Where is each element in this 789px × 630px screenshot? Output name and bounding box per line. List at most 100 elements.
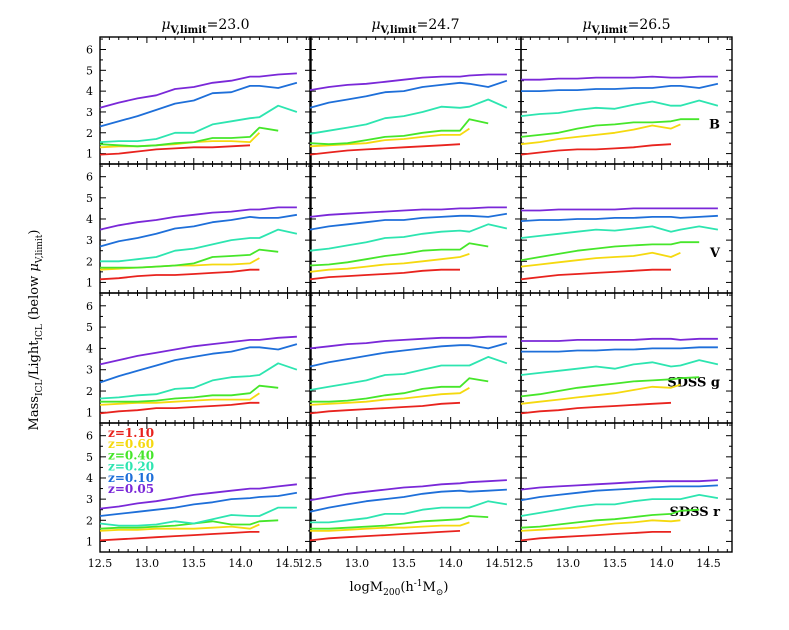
series-line-z=0.40 (309, 118, 489, 146)
series-line-z=1.10 (520, 268, 671, 281)
series-line-z=0.10 (521, 346, 718, 353)
x-tick-label: 14.0 (649, 557, 674, 570)
series-line-z=0.05 (520, 479, 718, 491)
x-tick-label: 13.0 (135, 557, 160, 570)
series-line-z=0.20 (99, 104, 298, 143)
y-tick-label: 4 (86, 472, 93, 485)
y-tick-label: 2 (86, 127, 93, 140)
band-label: SDSS g (667, 376, 720, 391)
series-line-z=0.10 (309, 342, 508, 368)
series-line-z=0.40 (520, 241, 700, 262)
series-line-z=0.40 (100, 248, 279, 269)
series-line-z=0.40 (520, 508, 700, 529)
series-line-z=0.40 (99, 126, 279, 148)
series-line-z=1.10 (309, 143, 461, 156)
series-line-z=0.10 (99, 491, 298, 517)
series-line-z=0.60 (520, 519, 681, 532)
panel-frame (520, 292, 733, 424)
band-label: B (709, 117, 720, 132)
series-line-z=1.10 (520, 143, 672, 156)
panel-3-3: SDSS g (520, 292, 733, 424)
panel-2-3: V (520, 163, 733, 294)
x-axis-label: logM200(h-1M⊙) (350, 579, 449, 598)
y-tick-label: 1 (86, 276, 93, 289)
x-tick-label: 12.5 (298, 557, 323, 570)
panel-4-3: 12.5 13.0 13.5 14.0 14.5 SDSS r (509, 422, 733, 570)
series-line-z=1.10 (99, 268, 260, 281)
series-line-z=1.10 (309, 530, 461, 542)
series-line-z=0.10 (99, 213, 298, 248)
x-axis-label-part: (h (400, 580, 414, 595)
series-line-z=1.10 (520, 531, 671, 542)
y-axis-label-part: ) (27, 230, 42, 235)
x-tick-label: 12.5 (509, 557, 534, 570)
series-line-z=0.10 (99, 343, 298, 384)
column-title-mu: μ (371, 17, 380, 33)
y-tick-label: 3 (86, 364, 93, 377)
series-line-z=1.10 (99, 531, 260, 542)
y-axis-label-part: ICL (35, 380, 45, 396)
y-tick-label: 6 (86, 430, 93, 443)
y-tick-label: 6 (86, 300, 93, 313)
y-axis-label-part: V,limit (35, 234, 45, 264)
x-tick-label: 13.0 (556, 557, 581, 570)
panel-3-2 (309, 292, 522, 424)
series-line-z=0.20 (99, 506, 297, 527)
x-axis-label-part: 200 (383, 588, 400, 598)
column-titles: μV,limit=23.0 μV,limit=24.7 μV,limit=26.5 (161, 17, 670, 36)
x-tick-label: 14.5 (275, 557, 300, 570)
y-axis-label-part: /Light (27, 340, 42, 380)
column-title-mu: μ (582, 17, 591, 33)
x-tick-label: 13.5 (603, 557, 628, 570)
column-title: μV,limit=24.7 (371, 17, 459, 36)
y-tick-label: 4 (86, 213, 93, 226)
series-line-z=0.05 (521, 337, 718, 342)
series-line-z=0.60 (99, 392, 260, 406)
y-tick-label: 5 (86, 64, 93, 77)
series-line-z=1.10 (309, 268, 460, 281)
series-line-z=0.60 (310, 521, 470, 532)
series-line-z=1.10 (309, 401, 461, 415)
x-axis-label-part: -1 (414, 579, 423, 589)
y-tick-label: 1 (86, 406, 93, 419)
series-line-z=0.05 (309, 335, 507, 350)
legend-entry: z=0.60 (108, 437, 154, 451)
series-line-z=0.05 (309, 479, 507, 502)
column-title: μV,limit=23.0 (161, 17, 249, 36)
x-tick-label: 12.5 (88, 557, 113, 570)
panel-2-1: 1 2 3 4 5 6 (86, 163, 312, 294)
series-line-z=0.40 (309, 242, 489, 267)
y-tick-label: 3 (86, 106, 93, 119)
column-title-value: =24.7 (417, 17, 460, 33)
series-line-z=0.20 (520, 493, 719, 517)
legend-entry: z=0.10 (108, 471, 154, 485)
series-line-z=1.10 (99, 144, 251, 156)
legend-entry: z=1.10 (108, 426, 154, 440)
series-line-z=0.20 (520, 99, 719, 117)
series-line-z=0.40 (310, 515, 489, 530)
series-line-z=0.20 (309, 98, 508, 135)
band-label: SDSS r (669, 505, 720, 520)
y-axis-label-part: μ (27, 263, 42, 271)
panel-2-2 (309, 163, 522, 294)
column-title-value: =23.0 (207, 17, 250, 33)
series-line-z=0.20 (310, 500, 508, 524)
x-tick-label: 14.5 (485, 557, 510, 570)
x-axis-label-part: M (423, 580, 436, 595)
y-tick-label: 5 (86, 192, 93, 205)
series-line-z=0.20 (520, 225, 719, 239)
series-line-z=0.05 (521, 207, 718, 212)
column-title-sub: V,limit (380, 25, 417, 36)
y-tick-label: 2 (86, 385, 93, 398)
series-line-z=0.05 (99, 206, 297, 231)
y-axis-label: MassICL/LightICL (below μV,limit) (27, 230, 45, 431)
series-line-z=0.05 (99, 335, 297, 366)
series-line-z=0.60 (309, 127, 470, 148)
column-title: μV,limit=26.5 (582, 17, 670, 36)
legend-entry: z=0.20 (108, 460, 154, 474)
y-axis-label-part: (below (27, 272, 42, 324)
x-tick-label: 14.5 (696, 557, 721, 570)
series-line-z=1.10 (99, 401, 260, 415)
y-tick-label: 1 (86, 535, 93, 548)
x-axis-label-part: ⊙ (436, 588, 444, 598)
